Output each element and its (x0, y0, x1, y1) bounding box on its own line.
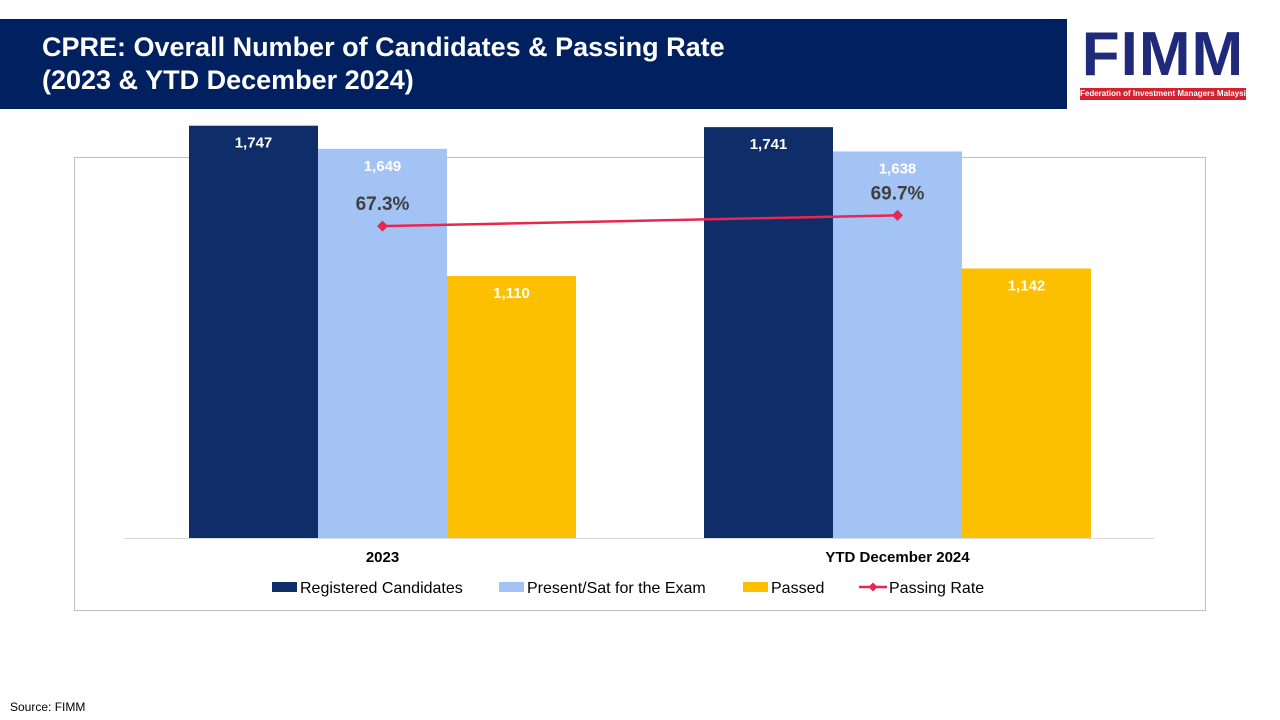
title-line-1: CPRE: Overall Number of Candidates & Pas… (42, 32, 725, 62)
source-note: Source: FIMM (10, 700, 86, 714)
legend-label: Passed (771, 580, 824, 597)
bar-passed-1 (962, 268, 1091, 538)
legend-swatch (743, 582, 768, 592)
passing-rate-label: 69.7% (871, 183, 925, 204)
chart-frame (74, 157, 1206, 611)
logo-wordmark: FIMM (1081, 20, 1245, 89)
bar-data-label: 1,741 (750, 136, 788, 153)
legend-label: Passing Rate (889, 580, 984, 597)
fimm-logo: FIMM Federation of Investment Managers M… (1078, 18, 1248, 102)
bar-registered-0 (189, 125, 318, 538)
bar-registered-1 (704, 127, 833, 539)
title-band (0, 19, 1067, 109)
bar-data-label: 1,638 (879, 160, 917, 177)
legend-marker (868, 582, 878, 592)
bar-data-label: 1,747 (235, 135, 273, 152)
bar-data-label: 1,142 (1008, 277, 1046, 294)
bar-passed-0 (447, 276, 576, 538)
legend-label: Present/Sat for the Exam (527, 580, 706, 597)
title-line-2: (2023 & YTD December 2024) (42, 65, 414, 95)
passing-rate-line (382, 214, 898, 228)
passing-rate-marker (892, 209, 903, 221)
bar-present-0 (318, 148, 447, 538)
passing-rate-label: 67.3% (356, 194, 410, 215)
page-title: CPRE: Overall Number of Candidates & Pas… (42, 31, 1042, 97)
bar-present-1 (833, 151, 962, 538)
legend-label: Registered Candidates (300, 580, 463, 597)
logo-subtitle: Federation of Investment Managers Malays… (1080, 88, 1246, 100)
category-label: 2023 (366, 549, 399, 566)
bar-data-label: 1,110 (493, 285, 530, 302)
bar-data-label: 1,649 (364, 158, 402, 175)
legend-swatch (499, 582, 524, 592)
passing-rate-marker (377, 220, 388, 232)
legend-swatch (272, 582, 297, 592)
category-label: YTD December 2024 (825, 549, 970, 566)
